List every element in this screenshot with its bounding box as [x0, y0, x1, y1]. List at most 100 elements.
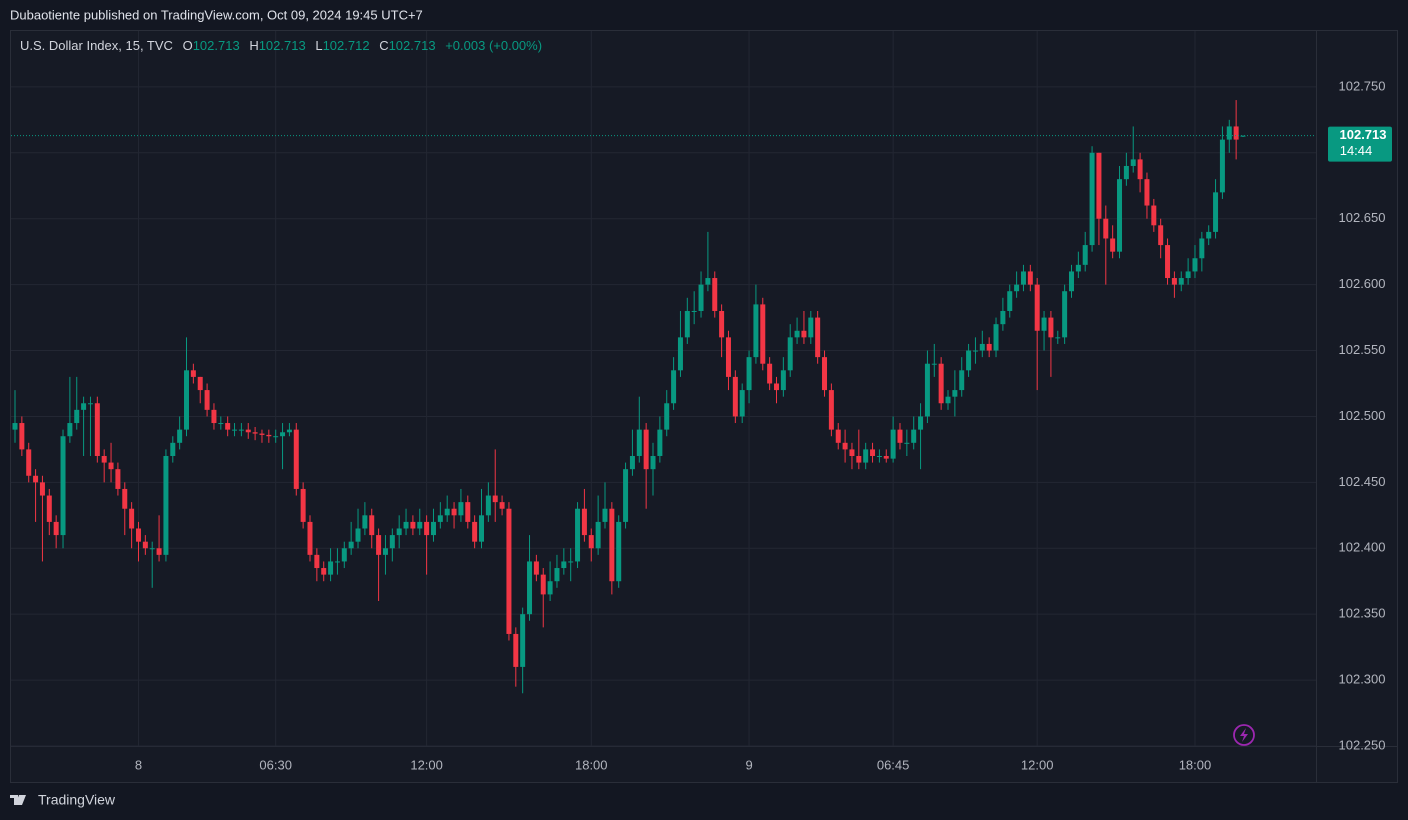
o-label: O	[183, 38, 193, 53]
chart-panel	[10, 30, 1398, 783]
candle-body	[163, 455, 169, 555]
candle-body	[204, 390, 210, 410]
candle-body	[664, 403, 670, 430]
x-tick-label: 06:45	[877, 757, 910, 772]
candle-body	[671, 370, 677, 404]
candle-body	[197, 376, 203, 391]
candle-body	[513, 633, 519, 667]
candle-body	[1130, 159, 1136, 166]
candle-body	[286, 429, 292, 433]
candle-body	[26, 449, 32, 476]
candle-body	[307, 521, 313, 555]
candle-body	[1213, 192, 1219, 232]
candle-body	[74, 409, 80, 424]
candle-body	[389, 535, 395, 549]
candle-body	[609, 508, 615, 582]
candle-body	[273, 436, 279, 438]
candle-body	[410, 521, 416, 529]
y-tick-label: 102.350	[1339, 606, 1386, 621]
candle-body	[540, 574, 546, 595]
candle-body	[938, 363, 944, 404]
candle-body	[732, 376, 738, 417]
candle-body	[376, 535, 382, 555]
candle-body	[568, 561, 574, 563]
candle-body	[876, 455, 882, 457]
candle-body	[1185, 271, 1191, 279]
candle-body	[1062, 291, 1068, 338]
candle-body	[725, 337, 731, 377]
candle-body	[835, 429, 841, 443]
c-label: C	[379, 38, 388, 53]
candle-body	[170, 442, 176, 456]
candle-body	[856, 455, 862, 463]
alert-icon[interactable]	[1233, 724, 1255, 746]
candle-body	[149, 548, 155, 550]
candle-body	[81, 403, 87, 410]
candle-body	[787, 337, 793, 371]
candle-body	[479, 515, 485, 542]
h-value: 102.713	[259, 38, 306, 53]
candle-body	[465, 502, 471, 522]
candle-body	[636, 429, 642, 456]
candle-body	[417, 521, 423, 529]
candle-body	[1144, 179, 1150, 206]
candle-body	[437, 515, 443, 522]
y-tick-label: 102.550	[1339, 342, 1386, 357]
candle-body	[1041, 317, 1047, 331]
candle-body	[643, 429, 649, 470]
candle-body	[595, 521, 601, 549]
y-tick-label: 102.500	[1339, 408, 1386, 423]
candle-body	[739, 390, 745, 417]
candle-body	[108, 462, 114, 470]
candle-body	[554, 568, 560, 582]
candle-body	[1226, 126, 1232, 140]
candle-body	[382, 548, 388, 555]
candle-body	[547, 581, 553, 595]
candle-body	[719, 310, 725, 338]
candle-body	[1027, 271, 1033, 285]
candle-body	[156, 548, 162, 555]
alert-bolt[interactable]	[1240, 728, 1248, 742]
candle-body	[19, 423, 25, 450]
candle-body	[67, 423, 73, 437]
candle-body	[232, 429, 238, 431]
last-price-label: 102.713	[1340, 127, 1387, 142]
candle-body	[1240, 135, 1246, 137]
y-tick-label: 102.600	[1339, 276, 1386, 291]
candle-body	[581, 508, 587, 536]
candle-body	[39, 482, 45, 496]
candle-body	[238, 429, 244, 431]
candle-body	[300, 488, 306, 522]
candle-body	[588, 535, 594, 549]
candle-body	[177, 429, 183, 443]
candle-body	[1096, 152, 1102, 219]
alert-circle[interactable]	[1233, 724, 1255, 746]
x-tick-label: 06:30	[259, 757, 292, 772]
candle-body	[451, 508, 457, 516]
candle-body	[533, 561, 539, 575]
candle-body	[1048, 317, 1054, 338]
candle-body	[87, 403, 93, 405]
y-tick-label: 102.750	[1339, 78, 1386, 93]
candle-body	[485, 495, 491, 516]
candle-body	[506, 508, 512, 634]
candle-body	[341, 548, 347, 562]
candle-body	[444, 508, 450, 516]
candle-body	[979, 343, 985, 351]
candle-body	[1151, 205, 1157, 226]
candle-body	[924, 363, 930, 417]
brand-name: TradingView	[38, 792, 116, 808]
candle-body	[33, 475, 39, 483]
candle-body	[12, 423, 18, 430]
candle-body	[1219, 139, 1225, 193]
candle-body	[1034, 284, 1040, 331]
candle-body	[966, 350, 972, 371]
candle-body	[561, 561, 567, 569]
candle-body	[575, 508, 581, 562]
candle-body	[1192, 258, 1198, 272]
x-tick-label: 12:00	[1021, 757, 1054, 772]
candle-body	[815, 317, 821, 358]
candle-body	[60, 436, 66, 536]
candle-body	[1178, 278, 1184, 285]
